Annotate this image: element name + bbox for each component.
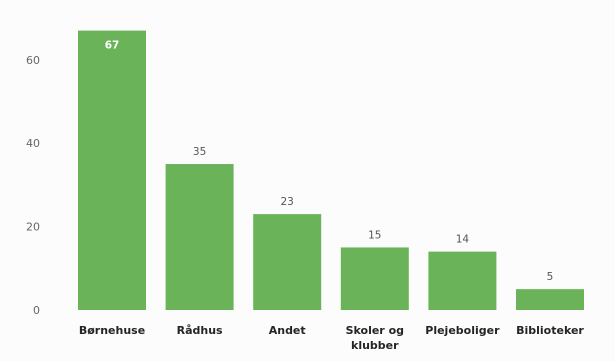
data-label: 35	[193, 146, 206, 158]
y-tick-label: 60	[26, 54, 40, 67]
x-tick-label: Biblioteker	[516, 324, 584, 337]
bars: 67 35 23 15 14 5	[78, 30, 584, 311]
y-axis: 0 20 40 60	[26, 54, 40, 317]
data-label: 67	[105, 40, 120, 52]
bar[interactable]	[165, 164, 234, 310]
data-label: 15	[368, 229, 381, 241]
bar[interactable]	[428, 251, 497, 310]
x-axis: Børnehuse Rådhus Andet Skoler og klubber Plej…	[79, 324, 585, 352]
data-label: 5	[547, 271, 554, 283]
x-tick-label: Plejeboliger	[425, 324, 500, 337]
bar[interactable]	[253, 214, 322, 310]
bar[interactable]	[516, 289, 584, 310]
x-tick-label: Rådhus	[177, 324, 223, 337]
x-tick-label: Børnehuse	[79, 324, 145, 337]
y-tick-label: 0	[33, 304, 40, 317]
data-label: 14	[456, 234, 470, 246]
bar[interactable]	[78, 30, 146, 311]
y-tick-label: 40	[26, 137, 40, 150]
data-label: 23	[281, 196, 294, 208]
x-tick-label: Skoler og klubber	[346, 324, 404, 352]
y-tick-label: 20	[26, 221, 40, 234]
bar[interactable]	[340, 247, 409, 310]
x-tick-label: Andet	[269, 324, 306, 337]
